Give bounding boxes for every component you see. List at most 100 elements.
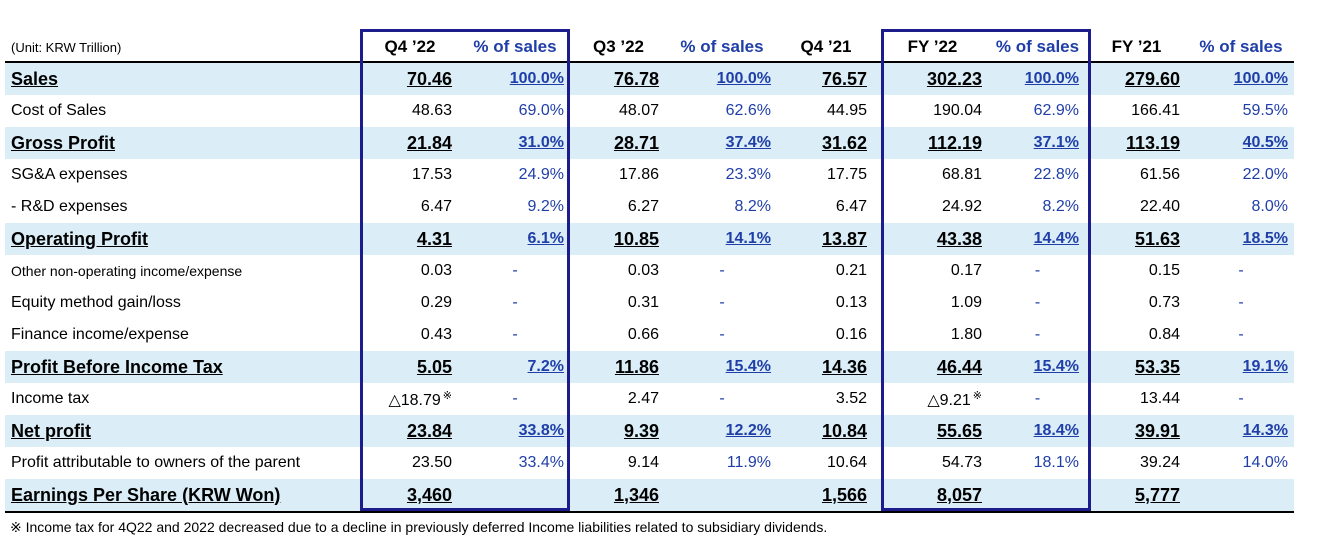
cell-text: - <box>1238 262 1244 279</box>
table-row: Sales 70.46 100.0% 76.78 100.0% 76.57 302.23 10… <box>5 62 1294 95</box>
cell-text: 39.91 <box>1134 420 1180 441</box>
cell-text: 0.31 <box>627 294 659 311</box>
percent-cell: - <box>667 383 777 415</box>
value-cell: 24.92 <box>875 191 990 223</box>
value-cell: 112.19 <box>875 127 990 159</box>
percent-cell: 33.4% <box>460 447 570 479</box>
cell-text: 13.87 <box>821 228 867 249</box>
percent-cell: 62.6% <box>667 95 777 127</box>
row-label: Other non-operating income/expense <box>11 263 243 279</box>
cell-text: 18.4% <box>1033 422 1079 439</box>
cell-text: 9.14 <box>627 454 659 471</box>
cell-text: 24.9% <box>518 166 564 183</box>
cell-text: 100.0% <box>716 70 771 87</box>
cell-text: 53.35 <box>1134 356 1180 377</box>
cell-text: 0.15 <box>1148 262 1180 279</box>
value-cell: 17.53 <box>360 159 460 191</box>
cell-text: 48.63 <box>411 102 452 119</box>
cell-text: 39.24 <box>1139 454 1180 471</box>
value-cell: 0.16 <box>777 319 875 351</box>
cell-text: 11.86 <box>614 356 659 377</box>
value-cell: 31.62 <box>777 127 875 159</box>
value-cell: 8,057 <box>875 479 990 513</box>
percent-cell: 15.4% <box>990 351 1085 383</box>
percent-cell: 15.4% <box>667 351 777 383</box>
row-label: Net profit <box>5 415 360 447</box>
percent-cell: 37.4% <box>667 127 777 159</box>
value-cell: 1,346 <box>570 479 667 513</box>
value-cell: 28.71 <box>570 127 667 159</box>
cell-text: 0.84 <box>1148 326 1180 343</box>
footnote-mark: ※ <box>442 389 452 402</box>
cell-text: 100.0% <box>1024 70 1079 87</box>
percent-cell: 19.1% <box>1188 351 1294 383</box>
cell-text: 55.65 <box>936 420 982 441</box>
percent-cell: 18.1% <box>990 447 1085 479</box>
cell-text: 15.4% <box>725 358 771 375</box>
value-cell: 113.19 <box>1085 127 1188 159</box>
value-cell: 6.47 <box>777 191 875 223</box>
cell-text: 17.75 <box>826 166 867 183</box>
cell-text: 6.47 <box>835 198 867 215</box>
table-row: Operating Profit 4.31 6.1% 10.85 14.1% 13.87 4… <box>5 223 1294 255</box>
cell-text: 15.4% <box>1033 358 1079 375</box>
cell-text: 113.19 <box>1125 132 1180 153</box>
cell-text: - <box>512 262 518 279</box>
row-label: Profit attributable to owners of the par… <box>11 454 301 471</box>
percent-cell: 11.9% <box>667 447 777 479</box>
cell-text: 1,566 <box>821 484 867 505</box>
percent-cell: - <box>1188 319 1294 351</box>
table-row: Profit Before Income Tax 5.05 7.2% 11.86 15.… <box>5 351 1294 383</box>
percent-cell: 100.0% <box>667 62 777 95</box>
financial-table: (Unit: KRW Trillion) Q4 ’22% of sales Q3 ’… <box>5 33 1294 513</box>
percent-cell: 18.5% <box>1188 223 1294 255</box>
value-cell: 23.84 <box>360 415 460 447</box>
percent-cell: - <box>990 383 1085 415</box>
value-cell: 0.66 <box>570 319 667 351</box>
column-header: FY ’21 <box>1085 33 1188 63</box>
table-row: Equity method gain/loss 0.29 - 0.31 - 0.13 1.0… <box>5 287 1294 319</box>
row-label: Earnings Per Share (KRW Won) <box>5 479 360 513</box>
percent-cell: 40.5% <box>1188 127 1294 159</box>
percent-cell: 9.2% <box>460 191 570 223</box>
percent-cell: 69.0% <box>460 95 570 127</box>
cell-text: 100.0% <box>509 70 564 87</box>
value-cell: 0.17 <box>875 255 990 287</box>
cell-text: 46.44 <box>936 356 982 377</box>
percent-cell: 14.4% <box>990 223 1085 255</box>
value-cell: 14.36 <box>777 351 875 383</box>
value-cell: 61.56 <box>1085 159 1188 191</box>
value-cell: 166.41 <box>1085 95 1188 127</box>
cell-text: 302.23 <box>926 68 982 89</box>
cell-text: 18.5% <box>1242 230 1288 247</box>
percent-cell: 6.1% <box>460 223 570 255</box>
cell-text: 0.17 <box>950 262 982 279</box>
value-cell: 0.13 <box>777 287 875 319</box>
cell-text: 0.73 <box>1148 294 1180 311</box>
row-label: Operating Profit <box>5 223 360 255</box>
value-cell: 5.05 <box>360 351 460 383</box>
cell-text: 279.60 <box>1124 68 1180 89</box>
cell-text: 22.8% <box>1033 166 1079 183</box>
cell-text: 4.31 <box>416 228 452 249</box>
cell-text: 0.03 <box>420 262 452 279</box>
row-label: Finance income/expense <box>11 326 189 343</box>
row-label: SG&A expenses <box>11 166 128 183</box>
cell-text: 37.1% <box>1033 134 1079 151</box>
percent-cell: 14.0% <box>1188 447 1294 479</box>
table-row: SG&A expenses 17.53 24.9% 17.86 23.3% 17.75 68… <box>5 159 1294 191</box>
cell-text: 22.0% <box>1242 166 1288 183</box>
cell-text: 6.1% <box>527 230 564 247</box>
cell-text: - <box>1034 390 1041 407</box>
cell-text: 31.62 <box>821 132 867 153</box>
value-cell: 55.65 <box>875 415 990 447</box>
cell-text: 37.4% <box>725 134 771 151</box>
cell-text: 14.36 <box>821 356 867 377</box>
percent-cell: 14.3% <box>1188 415 1294 447</box>
row-label: Equity method gain/loss <box>11 294 181 311</box>
value-cell: 46.44 <box>875 351 990 383</box>
percent-cell: 22.8% <box>990 159 1085 191</box>
value-cell: 1.80 <box>875 319 990 351</box>
percent-cell: - <box>667 255 777 287</box>
table-row: Income tax △18.79 ※ -2.47-3.52 △9.21 ※ -13.44- <box>5 383 1294 415</box>
